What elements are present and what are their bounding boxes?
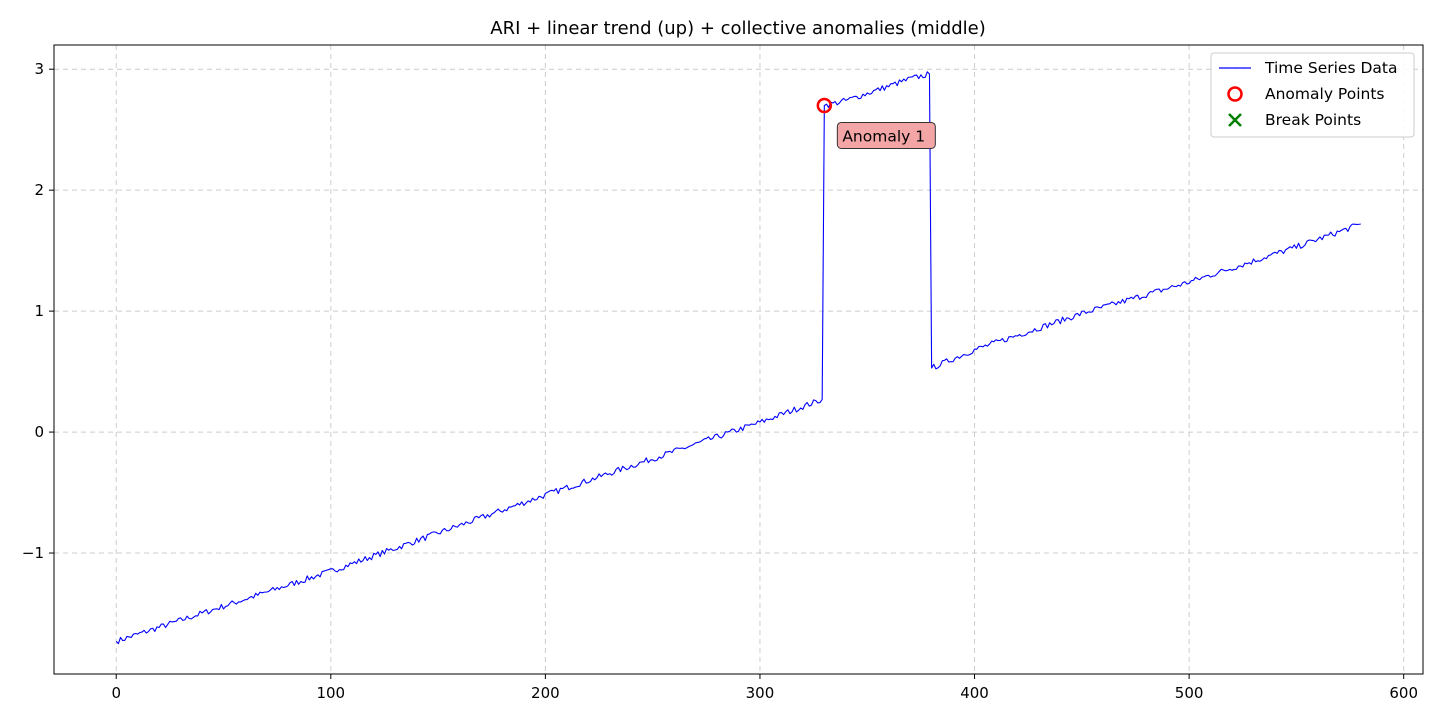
annotation-box [836, 121, 936, 149]
legend-swatch-circle [1227, 86, 1243, 102]
marker-layer [816, 97, 833, 114]
legend: Time Series Data Anomaly Points Break Poin… [1210, 52, 1415, 138]
annotation-label: Anomaly 1 [842, 127, 925, 145]
x-tick-label: 600 [1389, 684, 1418, 702]
x-tick-label: 300 [746, 684, 775, 702]
series-line-time-series-data [115, 71, 1361, 645]
x-tick-label: 400 [960, 684, 989, 702]
x-tick-label: 100 [316, 684, 345, 702]
legend-box [1210, 52, 1415, 138]
y-axis: −1 0 1 2 3 [22, 60, 54, 562]
legend-label: Break Points [1265, 111, 1361, 129]
y-tick-label: 0 [34, 423, 44, 441]
x-axis: 0 100 200 300 400 500 600 [111, 674, 1418, 702]
x-tick-label: 0 [111, 684, 121, 702]
chart-title: ARI + linear trend (up) + collective ano… [490, 18, 985, 39]
legend-swatch-x [1228, 113, 1242, 127]
anomaly-point [816, 97, 833, 114]
grid-lines [54, 45, 1423, 674]
series-layer [115, 71, 1361, 645]
legend-label: Time Series Data [1264, 59, 1397, 77]
y-tick-label: −1 [22, 544, 44, 562]
y-tick-label: 3 [34, 60, 44, 78]
plot-frame [53, 44, 1424, 675]
y-tick-label: 2 [34, 181, 44, 199]
x-tick-label: 200 [531, 684, 560, 702]
annotation-layer: Anomaly 1 [836, 121, 936, 149]
legend-label: Anomaly Points [1265, 85, 1384, 103]
x-tick-label: 500 [1175, 684, 1204, 702]
y-tick-label: 1 [34, 302, 44, 320]
